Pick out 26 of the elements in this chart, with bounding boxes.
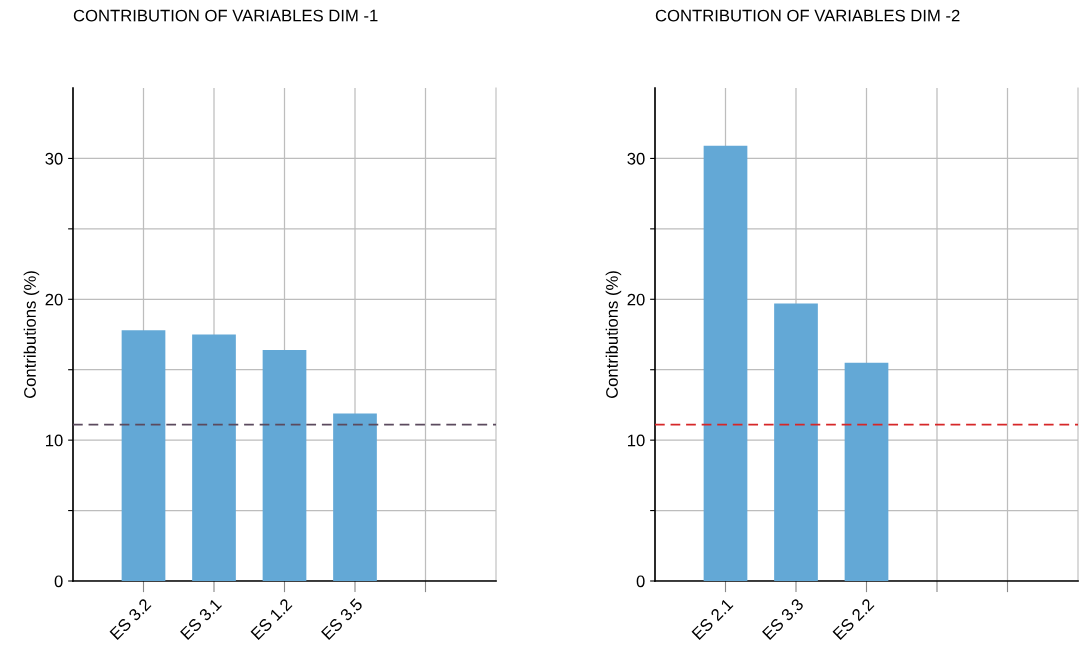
y-tick-label: 30 <box>627 152 645 165</box>
y-tick-label: 0 <box>636 575 645 588</box>
y-tick-label: 20 <box>45 293 63 306</box>
y-axis-title: Contributions (%) <box>605 271 622 399</box>
x-tick-label: ES 3.3 <box>761 597 805 641</box>
x-tick-label: ES 3.5 <box>320 597 364 641</box>
bar <box>121 330 166 581</box>
bar <box>774 303 818 581</box>
bar <box>192 334 236 581</box>
y-tick-label: 0 <box>54 575 63 588</box>
bar <box>703 145 748 581</box>
x-tick-label: ES 1.2 <box>250 597 293 641</box>
y-axis-title: Contributions (%) <box>23 271 40 399</box>
x-tick-label: ES 3.1 <box>179 597 223 641</box>
bar <box>262 349 307 581</box>
y-tick-label: 10 <box>46 434 63 447</box>
y-tick-label: 10 <box>628 434 645 447</box>
chart-title: CONTRIBUTION OF VARIABLES DIM -1 <box>73 9 378 22</box>
x-tick-label: ES 2.1 <box>691 597 734 641</box>
x-tick-label: ES 3.2 <box>109 597 152 641</box>
chart-title: CONTRIBUTION OF VARIABLES DIM -2 <box>655 9 960 22</box>
y-tick-label: 30 <box>45 152 63 165</box>
x-tick-label: ES 2.2 <box>832 597 875 641</box>
bar <box>333 413 377 581</box>
bar <box>844 362 889 581</box>
y-tick-label: 20 <box>627 293 645 306</box>
